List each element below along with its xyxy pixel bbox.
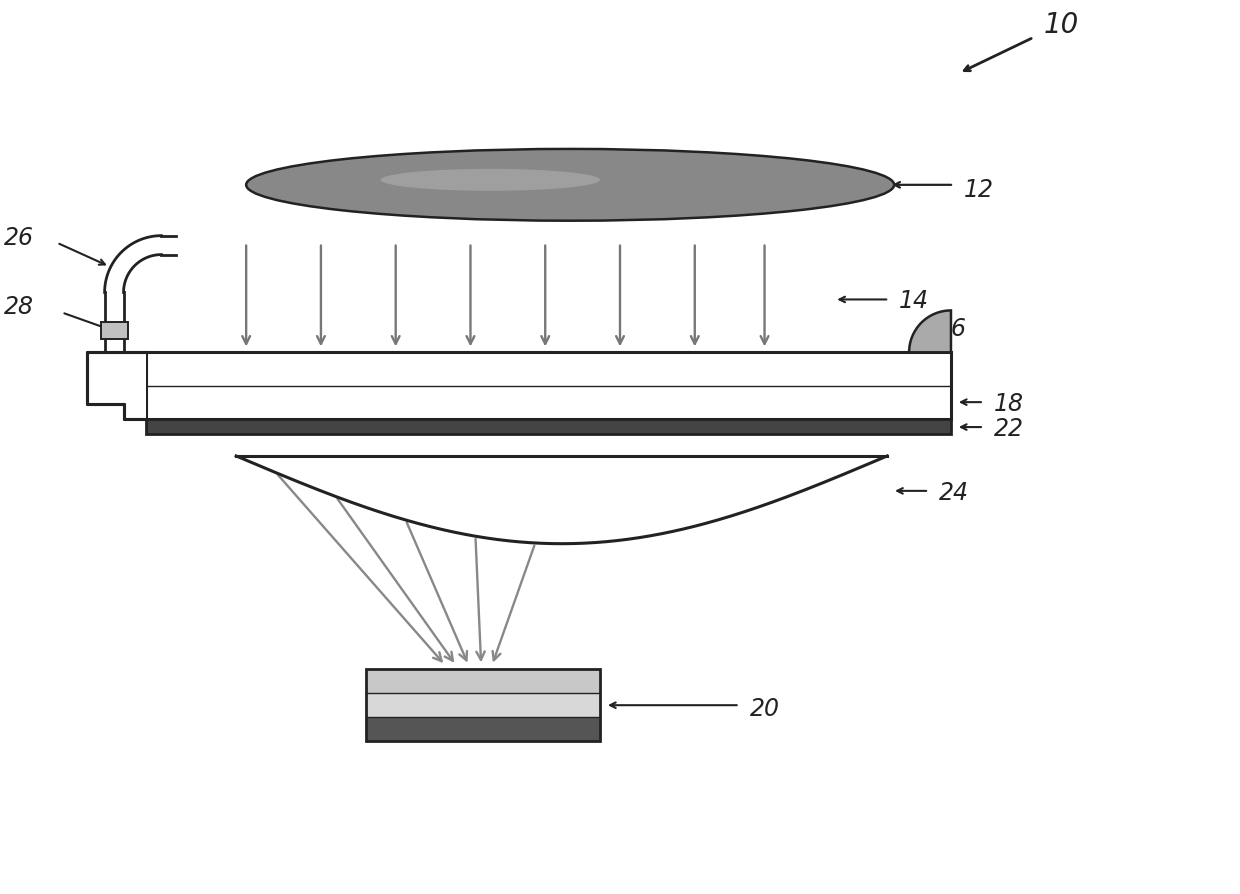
Bar	[366, 717, 600, 741]
Text: 26: 26	[4, 225, 33, 249]
Ellipse shape	[247, 149, 894, 221]
Text: ↶17: ↶17	[549, 390, 590, 409]
Text: 22: 22	[993, 417, 1024, 441]
Bar	[146, 419, 951, 434]
Text: 16: 16	[937, 317, 967, 342]
Text: 18: 18	[993, 392, 1024, 416]
Text: 20: 20	[750, 697, 780, 721]
Text: 28: 28	[4, 295, 33, 319]
Bar	[366, 670, 600, 693]
Bar	[146, 352, 951, 419]
Bar	[366, 670, 600, 741]
Text: 24: 24	[939, 481, 968, 505]
Text: 10: 10	[1044, 12, 1079, 39]
Polygon shape	[87, 352, 146, 419]
Text: 12: 12	[963, 178, 994, 202]
Bar	[100, 323, 128, 340]
Wedge shape	[909, 310, 951, 352]
Ellipse shape	[381, 169, 600, 190]
Bar	[366, 693, 600, 717]
Polygon shape	[236, 456, 887, 544]
Text: 14: 14	[899, 290, 929, 314]
